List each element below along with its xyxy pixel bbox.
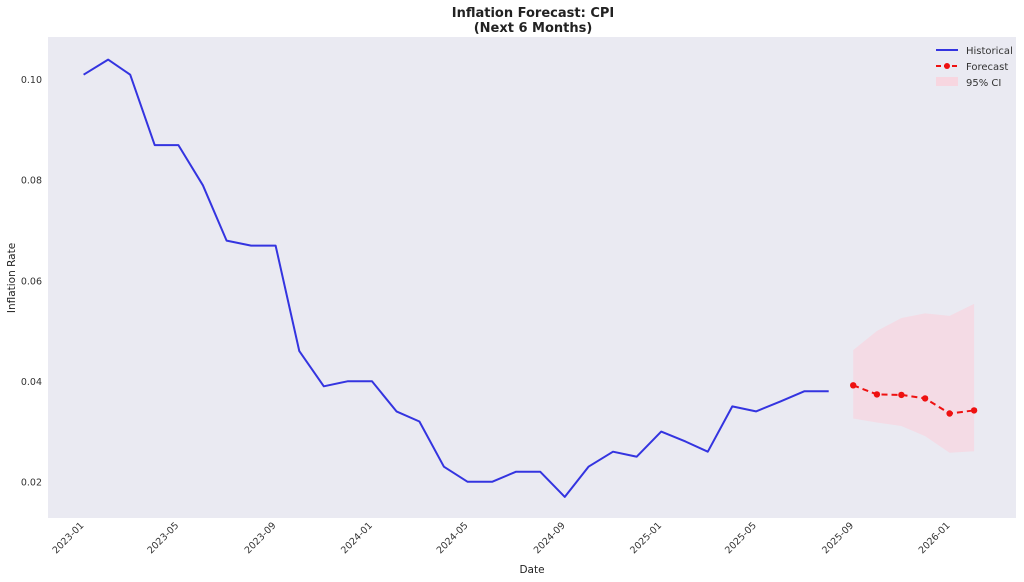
y-axis-ticks: 0.02 0.04 0.06 0.08 0.10: [21, 75, 42, 488]
x-tick-label: 2026-01: [917, 520, 953, 556]
legend-swatch-ci: [936, 77, 958, 86]
chart-title-line-2: (Next 6 Months): [474, 21, 593, 36]
x-tick-label: 2024-01: [339, 520, 375, 556]
legend-label-forecast: Forecast: [966, 62, 1008, 73]
x-tick-label: 2024-05: [435, 520, 471, 556]
legend-swatch-forecast-marker: [944, 63, 950, 69]
x-tick-label: 2023-01: [51, 520, 87, 556]
forecast-point: [898, 391, 905, 399]
x-tick-label: 2025-09: [820, 520, 856, 556]
series-line-layer: [83, 58, 975, 498]
y-tick-label: 0.06: [21, 276, 42, 287]
legend-label-historical: Historical: [966, 46, 1013, 57]
forecast-point: [970, 407, 978, 414]
legend: Historical Forecast 95% CI: [936, 46, 1013, 89]
forecast-line: [852, 384, 975, 415]
forecast-point: [946, 410, 953, 417]
y-tick-label: 0.04: [21, 377, 42, 388]
chart-title-line-1: Inflation Forecast: CPI: [452, 6, 614, 21]
x-tick-label: 2024-09: [532, 520, 568, 556]
x-axis-ticks: 2023-01 2023-05 2023-09 2024-01 2024-05 2024-…: [51, 520, 953, 556]
y-tick-label: 0.02: [21, 477, 42, 488]
legend-label-ci: 95% CI: [966, 78, 1001, 89]
forecast-point: [850, 382, 857, 389]
y-tick-label: 0.10: [21, 75, 42, 86]
x-axis-label: Date: [519, 564, 544, 576]
confidence-band-layer: [853, 303, 975, 453]
forecast-marker-layer: [850, 382, 978, 417]
x-tick-label: 2025-01: [628, 520, 664, 556]
plot-area: [48, 37, 1016, 518]
historical-line: [83, 58, 829, 498]
forecast-point: [873, 391, 881, 398]
y-axis-label: Inflation Rate: [6, 243, 18, 313]
forecast-point: [921, 395, 929, 402]
x-tick-label: 2023-09: [243, 520, 279, 556]
x-tick-label: 2025-05: [723, 520, 759, 556]
x-tick-label: 2023-05: [145, 520, 181, 556]
y-tick-label: 0.08: [21, 176, 42, 187]
ci-band: [853, 303, 975, 453]
